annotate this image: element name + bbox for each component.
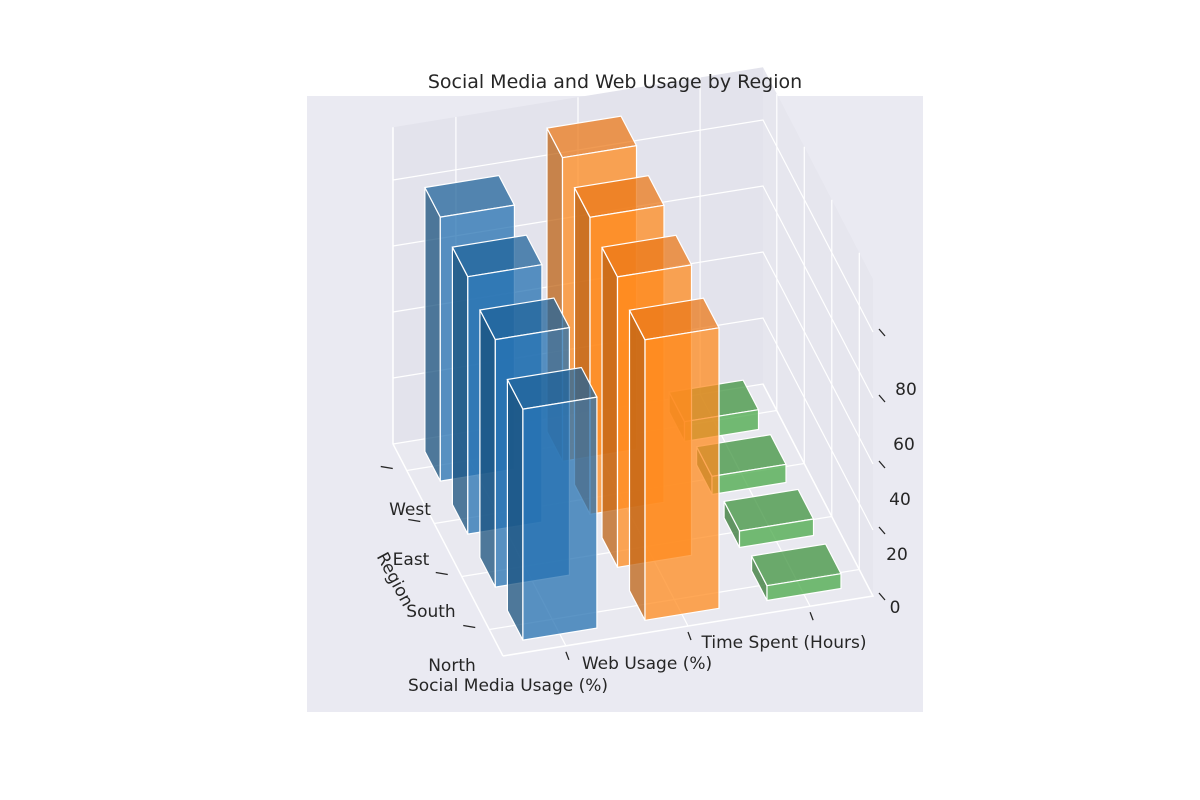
- bar-side-face: [479, 309, 496, 588]
- bar-side-face: [424, 187, 441, 482]
- bar-web-usage--north: [628, 297, 720, 622]
- y-tick-label-north: North: [428, 656, 476, 676]
- x-tick-label-time-spent: Time Spent (Hours): [701, 633, 867, 653]
- y-tick-label-south: South: [406, 602, 455, 622]
- bar-front-face: [644, 327, 720, 622]
- y-tick-label-east: East: [393, 550, 430, 570]
- bar-side-face: [506, 379, 524, 641]
- x-tick-label-web-usage: Web Usage (%): [582, 654, 712, 674]
- bar-side-face: [601, 247, 619, 568]
- z-gridline: [392, 119, 874, 333]
- y-tick-3: [380, 465, 393, 470]
- chart-title: Social Media and Web Usage by Region: [428, 71, 802, 93]
- bar-front-face: [738, 518, 815, 549]
- bar-front-face: [522, 396, 598, 641]
- bars-group: [423, 115, 842, 641]
- bar-time-spent-hours--south: [723, 488, 815, 549]
- z-tick-2: [878, 460, 886, 469]
- bar-social-media-usage--north: [506, 366, 598, 641]
- box-edge: [392, 127, 504, 657]
- x-tick-label-social-media: Social Media Usage (%): [408, 676, 608, 696]
- z-tick-4: [878, 328, 886, 337]
- x-tick-0: [565, 651, 570, 661]
- z-tick-3: [878, 394, 886, 403]
- y-tick-0: [463, 624, 476, 629]
- box-edge: [502, 383, 875, 657]
- y-tick-1: [435, 571, 448, 576]
- bar-side-face: [451, 246, 469, 535]
- bar-time-spent-hours--north: [750, 543, 842, 602]
- z-tick-label-20: 20: [886, 545, 908, 565]
- y-tick-label-west: West: [389, 500, 431, 520]
- ticks-group: [380, 328, 886, 661]
- z-tick-0: [878, 592, 886, 601]
- z-tick-1: [878, 526, 886, 535]
- y-tick-2: [408, 518, 421, 523]
- z-tick-label-40: 40: [889, 490, 911, 510]
- z-gridline: [392, 185, 874, 399]
- z-tick-label-80: 80: [895, 380, 917, 400]
- side-pane: [763, 67, 873, 596]
- x-tick-2: [809, 611, 814, 621]
- bar-front-face: [766, 572, 842, 602]
- z-tick-label-60: 60: [893, 435, 915, 455]
- bar-side-face: [628, 309, 646, 621]
- z-tick-label-0: 0: [890, 598, 901, 618]
- x-tick-1: [687, 631, 692, 641]
